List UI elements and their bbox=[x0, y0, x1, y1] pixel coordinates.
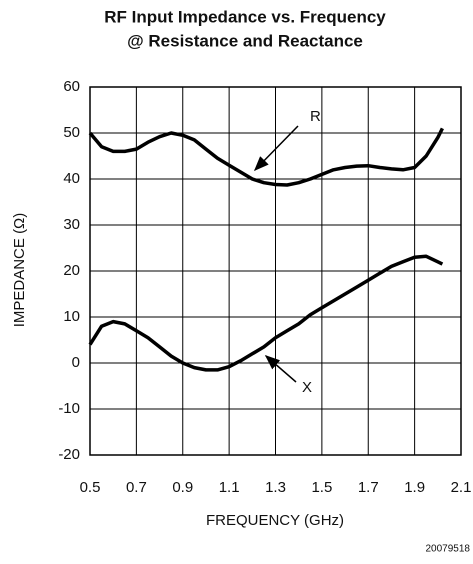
y-tick-label: 20 bbox=[63, 262, 80, 279]
x-tick-label: 0.5 bbox=[80, 479, 101, 496]
x-tick-label: 0.7 bbox=[126, 479, 147, 496]
annotation-arrow bbox=[264, 355, 297, 383]
y-axis-label: IMPEDANCE (Ω) bbox=[11, 213, 28, 328]
x-tick-label: 0.9 bbox=[172, 479, 193, 496]
y-tick-label: 40 bbox=[63, 170, 80, 187]
plot-frame bbox=[89, 86, 462, 456]
y-tick-label: 0 bbox=[72, 354, 80, 371]
x-axis-label: FREQUENCY (GHz) bbox=[206, 512, 344, 529]
x-tick-label: 1.5 bbox=[311, 479, 332, 496]
series-line bbox=[88, 127, 444, 187]
y-tick-label: 50 bbox=[63, 124, 80, 141]
x-tick-label: 1.7 bbox=[358, 479, 379, 496]
y-tick-label: 30 bbox=[63, 216, 80, 233]
annotation: R bbox=[310, 108, 321, 125]
y-tick-label: 60 bbox=[63, 78, 80, 95]
x-tick-label: 1.3 bbox=[265, 479, 286, 496]
y-tick-label: -10 bbox=[58, 400, 80, 417]
x-tick-label: 1.1 bbox=[219, 479, 240, 496]
y-tick-label: -20 bbox=[58, 446, 80, 463]
series-line bbox=[88, 254, 444, 372]
chart-subtitle: @ Resistance and Reactance bbox=[127, 31, 363, 50]
annotation: X bbox=[302, 379, 312, 396]
x-tick-label: 1.9 bbox=[404, 479, 425, 496]
x-tick-label: 2.1 bbox=[451, 479, 472, 496]
y-tick-label: 10 bbox=[63, 308, 80, 325]
chart-title: RF Input Impedance vs. Frequency bbox=[104, 7, 386, 26]
figure-number: 20079518 bbox=[426, 544, 471, 555]
